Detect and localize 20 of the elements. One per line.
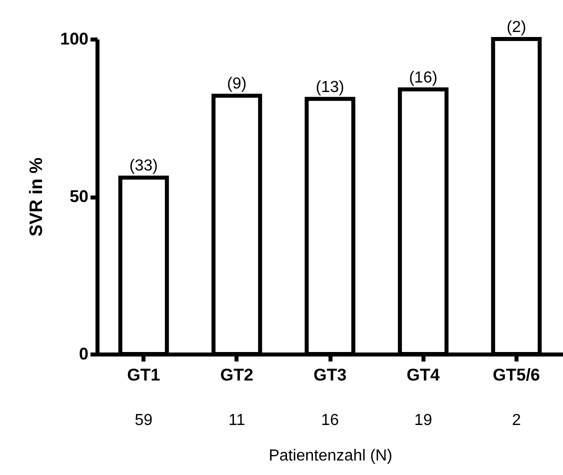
y-tick-label: 0: [79, 344, 88, 364]
x-tick-label: GT1: [127, 366, 160, 384]
x-tick-label: GT2: [220, 366, 254, 384]
annotation: (16): [408, 69, 438, 86]
y-tick-label: 50: [70, 187, 88, 206]
text: 11: [228, 412, 246, 429]
text: 2: [512, 412, 521, 429]
y-tick-label: 100: [60, 30, 88, 48]
annotation: (13): [316, 78, 344, 96]
annotation: (33): [129, 158, 158, 175]
annotation: (2): [506, 19, 526, 36]
x-tick-label: GT4: [406, 366, 440, 384]
x-tick-label: GT5/6: [492, 366, 540, 384]
x-tick-label: GT3: [313, 366, 347, 384]
x-axis-title: Patientenzahl (N): [268, 448, 392, 464]
text: 19: [414, 412, 432, 429]
text: 16: [321, 412, 339, 429]
text: 59: [134, 412, 153, 429]
y-axis-title: SVR in %: [26, 157, 46, 237]
annotation: (9): [227, 76, 247, 93]
